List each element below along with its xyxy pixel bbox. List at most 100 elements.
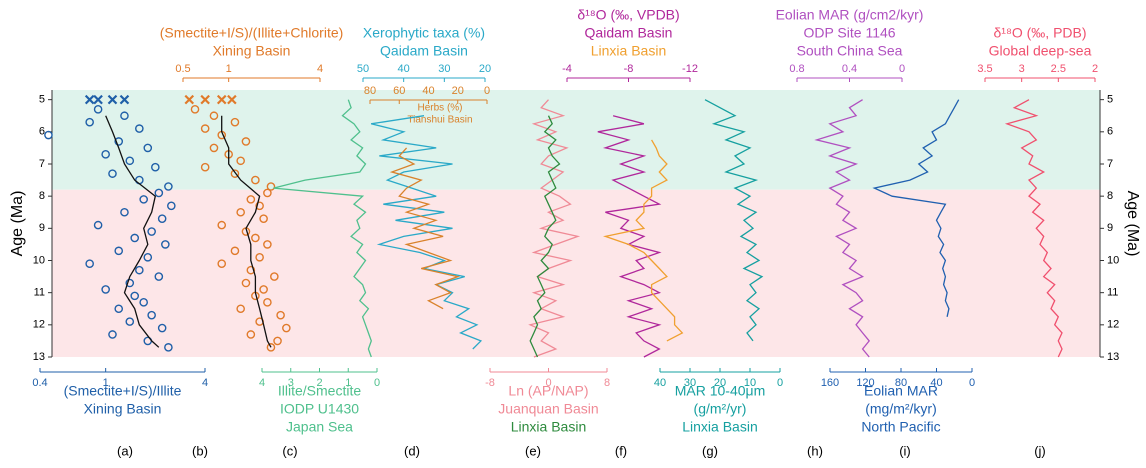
data-line (602, 139, 684, 342)
x-tick-label: 80 (364, 85, 376, 97)
data-line (814, 99, 871, 358)
point (157, 214, 167, 223)
x-axis-label: Global deep-sea (989, 43, 1092, 59)
y-tick-label-right: 11 (1107, 287, 1118, 299)
point (120, 111, 129, 121)
point (263, 298, 272, 307)
x-tick-label: 0 (374, 377, 380, 389)
data-line (221, 115, 272, 348)
y-tick-label: 11 (34, 287, 45, 299)
x-tick-label: 8 (604, 377, 610, 389)
point (241, 137, 251, 146)
point (266, 182, 276, 191)
data-line (704, 99, 764, 342)
point (135, 124, 144, 133)
x-axis-label: Juanquan Basin (498, 401, 598, 417)
y-tick-label: 5 (39, 94, 45, 106)
point (251, 233, 260, 243)
panel-letter: (i) (899, 443, 911, 458)
x-tick-label: -8 (624, 63, 634, 75)
x-axis-label: Illite/Smectite (278, 383, 361, 399)
x-axis-label: Japan Sea (286, 419, 353, 435)
x-axis-label: Eolian MAR (g/cm2/kyr) (776, 7, 924, 23)
y-tick-label: 13 (33, 351, 45, 363)
x-tick-label: 1 (103, 377, 109, 389)
point (270, 272, 279, 281)
point (246, 265, 256, 275)
point (217, 259, 227, 269)
panel-letter: (j) (1034, 443, 1046, 458)
point (164, 343, 173, 352)
x-tick-label: 30 (684, 377, 696, 389)
y-tick-label-right: 12 (1107, 319, 1119, 331)
point (93, 220, 103, 230)
point (85, 259, 94, 269)
point (259, 214, 268, 223)
point (209, 111, 219, 121)
point (85, 117, 94, 127)
point (190, 105, 200, 114)
y-tick-label: 8 (39, 190, 45, 202)
point (139, 298, 148, 307)
x-axis-label: (g/m²/yr) (694, 401, 747, 417)
x-tick-label: 20 (714, 377, 726, 389)
x-tick-label: 3.5 (977, 63, 992, 75)
x2-axis-label: Herbs (%) (417, 103, 462, 114)
x-tick-label: 50 (357, 63, 369, 75)
point (246, 195, 256, 204)
panel-letter: (d) (404, 443, 420, 458)
x-axis-label: Eolian MAR (864, 383, 938, 399)
point (114, 137, 124, 146)
point (164, 182, 173, 191)
x-axis-label: North Pacific (861, 419, 940, 435)
x-tick-label: -8 (485, 377, 495, 389)
point (139, 195, 148, 204)
y-tick-label-right: 6 (1107, 126, 1113, 138)
x-marker (84, 94, 95, 105)
x-tick-label: 2 (316, 377, 322, 389)
point (209, 143, 219, 153)
point (236, 156, 245, 166)
x-tick-label: 0.4 (32, 377, 47, 389)
y-axis-label: Age (Ma) (9, 191, 26, 257)
y-axis-label-right: Age (Ma) (1124, 191, 1141, 257)
point (200, 124, 210, 133)
point (167, 201, 176, 211)
x-marker (216, 94, 227, 105)
x-axis-label: (Smectite+I/S)/Illite (64, 383, 182, 399)
point (114, 246, 124, 256)
point (120, 207, 129, 217)
point (130, 291, 140, 301)
data-line (528, 99, 581, 358)
x-tick-label: 30 (438, 63, 450, 75)
x-tick-label: 40 (930, 377, 942, 389)
x-tick-label: 40 (398, 63, 410, 75)
x-tick-label: 80 (895, 377, 907, 389)
panel-letter: (c) (282, 443, 297, 458)
point (200, 162, 210, 172)
x-tick-label: 2 (1092, 63, 1098, 75)
y-tick-label: 12 (33, 319, 45, 331)
shaded-range (52, 90, 1100, 190)
point (282, 323, 291, 333)
x-axis-label: δ¹⁸O (‰, PDB) (993, 25, 1086, 41)
x-tick-label: 0.4 (842, 63, 857, 75)
point (161, 240, 170, 249)
point (263, 188, 272, 198)
x-tick-label: 0 (969, 377, 975, 389)
panel-letter: (h) (807, 443, 823, 458)
x-tick-label: 0.5 (175, 63, 190, 75)
panel-letter: (b) (192, 443, 208, 458)
panel-letter: (g) (702, 443, 718, 458)
x-tick-label: 4 (202, 377, 208, 389)
point (154, 272, 164, 281)
x-marker (184, 94, 195, 105)
point (241, 278, 251, 288)
x-axis-label: Linxia Basin (682, 419, 758, 435)
y-tick-label-right: 8 (1107, 190, 1113, 202)
x-tick-label: 1 (345, 377, 351, 389)
x-axis-label: (Smectite+I/S)/(Illite+Chlorite) (160, 25, 344, 41)
x-tick-label: 40 (422, 85, 434, 97)
point (217, 220, 227, 230)
shaded-range (52, 189, 1100, 357)
